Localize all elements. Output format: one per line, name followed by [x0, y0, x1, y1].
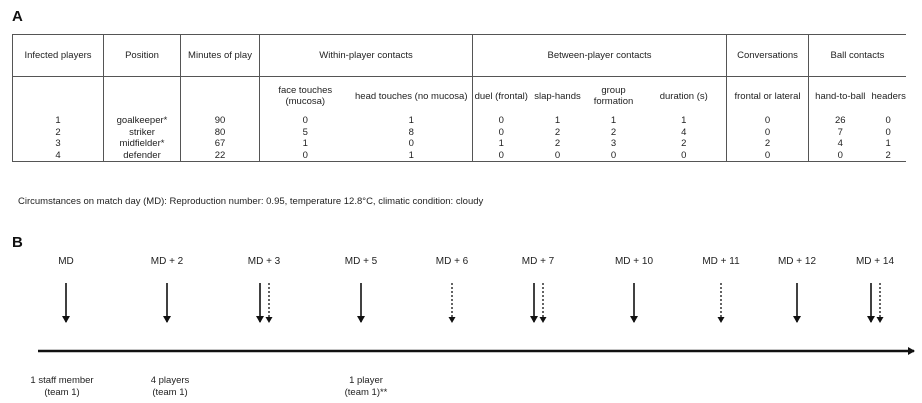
timeline-day-label: MD + 2 — [151, 256, 184, 267]
table-cell-group: 2 — [610, 126, 617, 138]
header-minutes: Minutes of play — [180, 34, 260, 77]
table-cell-position: defender — [103, 149, 181, 162]
table-cell-minutes: 90 — [180, 115, 260, 127]
timeline-day-label: MD + 3 — [248, 256, 281, 267]
subheader-face-touches: face touches (mucosa) — [259, 76, 351, 115]
table-cell-duration: 1 — [681, 115, 687, 127]
table-cell-head: 1 — [408, 115, 414, 127]
timeline-day-label: MD — [58, 256, 74, 267]
header-between-player: Between-player contacts — [472, 34, 727, 77]
table-cell-duel: 0 — [472, 126, 530, 138]
circumstances-note: Circumstances on match day (MD): Reprodu… — [18, 196, 484, 207]
table-row: 2 striker 80 5 8 0 2 2 4 0 7 0 — [12, 126, 906, 138]
table-cell-hand: 7 — [808, 126, 872, 138]
subheader-head-touches: head touches (no mucosa) — [355, 90, 468, 102]
table-cell-hand: 4 — [808, 138, 872, 150]
table-cell-head: 0 — [408, 138, 414, 150]
contacts-table: Infected players Position Minutes of pla… — [12, 34, 906, 162]
table-cell-face: 0 — [259, 115, 351, 127]
table-cell-minutes: 22 — [180, 149, 260, 162]
table-row: 4 defender 22 0 1 0 0 0 0 0 0 2 — [12, 149, 906, 162]
subheader-duel: duel (frontal) — [472, 76, 530, 115]
table-cell-group: 1 — [610, 115, 617, 127]
table-cell-conv: 0 — [726, 149, 809, 162]
table-cell-player: 3 — [12, 138, 104, 150]
table-cell-slap: 2 — [554, 138, 561, 150]
table-cell-headers: 1 — [885, 138, 891, 150]
table-cell-slap: 1 — [554, 115, 561, 127]
table-cell-headers: 0 — [885, 115, 891, 127]
table-cell-duel: 1 — [472, 138, 530, 150]
table-cell-position: midfielder* — [103, 138, 181, 150]
table-cell-face: 0 — [259, 149, 351, 162]
table-cell-position: striker — [103, 126, 181, 138]
subheader-frontal-lateral: frontal or lateral — [726, 76, 809, 115]
subheader-duration: duration (s) — [659, 90, 708, 102]
table-cell-hand: 26 — [808, 115, 872, 127]
table-cell-conv: 0 — [726, 115, 809, 127]
table-cell-head: 8 — [408, 126, 414, 138]
table-row: 1 goalkeeper* 90 0 1 0 1 1 1 0 26 0 — [12, 115, 906, 127]
table-cell-duration: 4 — [681, 126, 687, 138]
table-subheader-row: face touches (mucosa) head touches (no m… — [12, 76, 906, 115]
header-within-player: Within-player contacts — [259, 34, 473, 77]
table-cell-player: 4 — [12, 149, 104, 162]
table-cell-face: 5 — [259, 126, 351, 138]
timeline-note-line2: (team 1)** — [344, 387, 388, 398]
table-cell-duel: 0 — [472, 149, 530, 162]
header-position: Position — [103, 34, 181, 77]
subheader-hand-to-ball: hand-to-ball — [808, 76, 872, 115]
table-row: 3 midfielder* 67 1 0 1 2 3 2 2 4 1 — [12, 138, 906, 150]
table-cell-conv: 0 — [726, 126, 809, 138]
subheader-group-formation: group formation — [593, 85, 634, 107]
table-cell-minutes: 67 — [180, 138, 260, 150]
timeline-note: 1 staff member (team 1) — [2, 375, 122, 399]
table-cell-headers: 2 — [871, 149, 906, 162]
timeline-day-label: MD + 7 — [522, 256, 555, 267]
table-cell-conv: 2 — [726, 138, 809, 150]
timeline-note-line2: (team 1) — [44, 387, 80, 398]
table-cell-slap: 0 — [529, 149, 586, 162]
table-cell-player: 2 — [12, 126, 104, 138]
table-cell-duel: 0 — [472, 115, 530, 127]
timeline-note: 4 players (team 1) — [110, 375, 230, 399]
header-ball-contacts: Ball contacts — [807, 34, 906, 77]
table-cell-group: 0 — [585, 149, 642, 162]
timeline-note: 1 player (team 1)** — [306, 375, 426, 399]
table-cell-minutes: 80 — [180, 126, 260, 138]
table-cell-duration: 2 — [681, 138, 687, 150]
timeline-day-label: MD + 10 — [615, 256, 654, 267]
header-conversations: Conversations — [726, 34, 809, 77]
panel-a-label: A — [12, 8, 23, 25]
timeline-day-label: MD + 5 — [345, 256, 378, 267]
table-cell-duration: 0 — [641, 149, 727, 162]
table-cell-slap: 2 — [554, 126, 561, 138]
table-cell-player: 1 — [12, 115, 104, 127]
table-cell-position: goalkeeper* — [103, 115, 181, 127]
table-cell-hand: 0 — [808, 149, 872, 162]
header-infected-players: Infected players — [12, 34, 104, 77]
timeline-note-line2: (team 1) — [152, 387, 188, 398]
timeline-day-label: MD + 14 — [856, 256, 895, 267]
subheader-slap-hands: slap-hands — [534, 90, 581, 102]
timeline-day-label: MD + 6 — [436, 256, 469, 267]
table-cell-headers: 0 — [885, 126, 891, 138]
timeline-day-label: MD + 11 — [702, 256, 740, 267]
timeline-note-line1: 1 player — [349, 375, 383, 386]
subheader-headers: headers — [871, 90, 906, 102]
timeline-day-label: MD + 12 — [778, 256, 817, 267]
table-cell-head: 1 — [350, 149, 473, 162]
timeline-note-line1: 1 staff member — [30, 375, 94, 386]
table-cell-group: 3 — [610, 138, 617, 150]
table-header-row: Infected players Position Minutes of pla… — [12, 34, 906, 77]
panel-b-label: B — [12, 234, 23, 251]
table-cell-face: 1 — [259, 138, 351, 150]
timeline-note-line1: 4 players — [150, 375, 190, 386]
